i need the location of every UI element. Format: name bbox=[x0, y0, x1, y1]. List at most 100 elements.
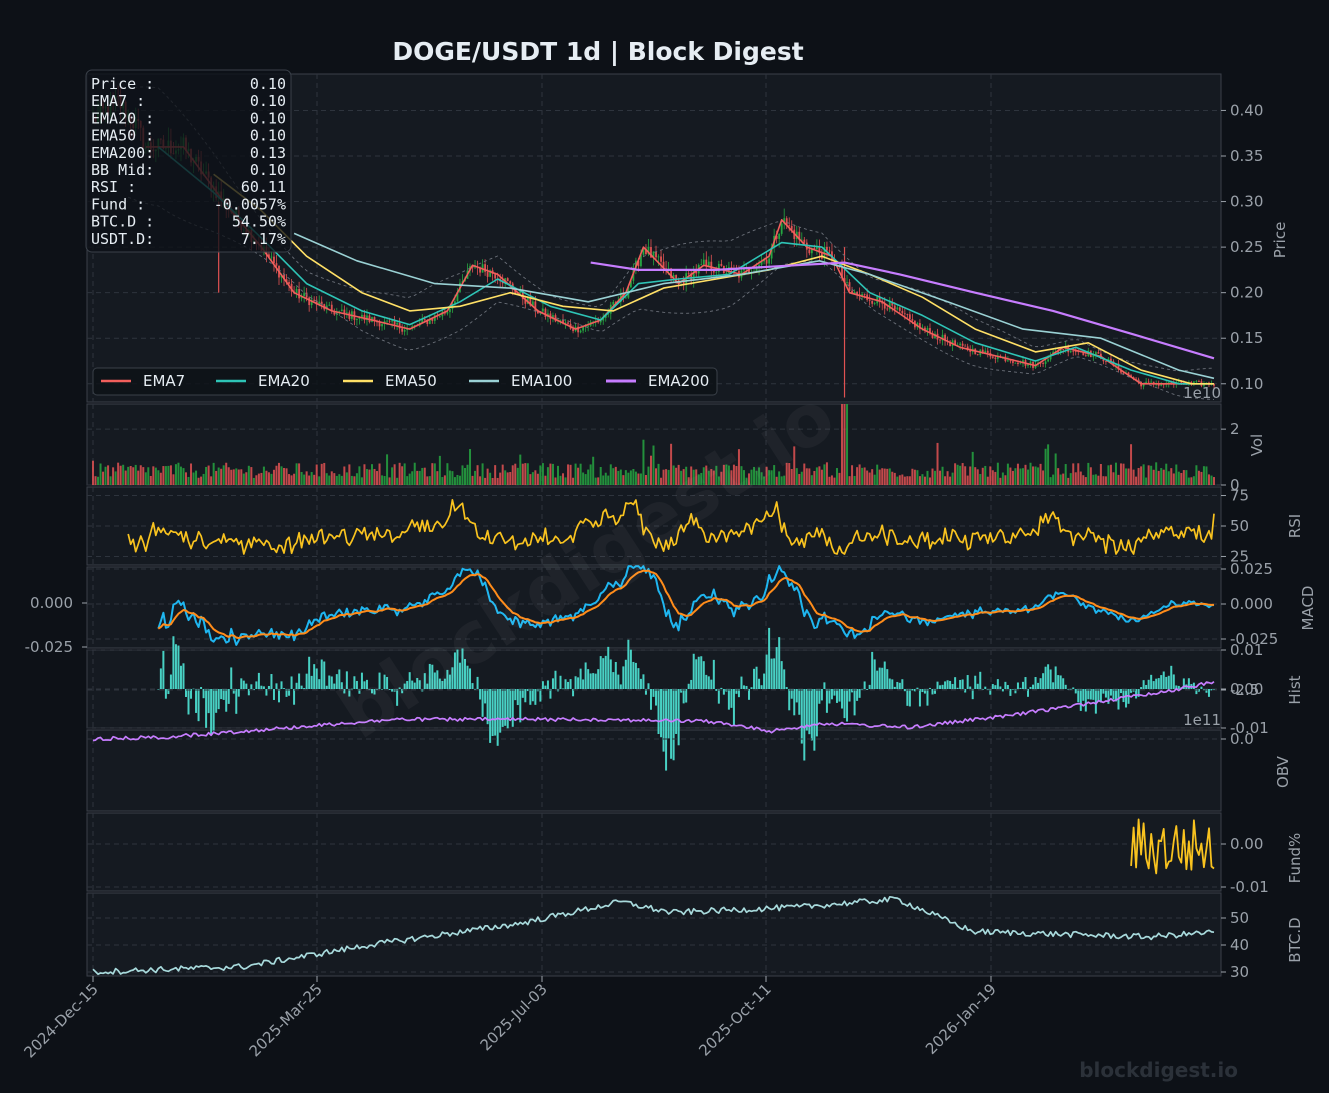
candle-body bbox=[655, 251, 657, 258]
candle-body bbox=[529, 297, 532, 306]
volume-bar bbox=[986, 476, 989, 485]
candle-body bbox=[841, 266, 843, 279]
hist-bar bbox=[265, 689, 268, 696]
candle-body bbox=[640, 254, 642, 267]
candle-body bbox=[290, 283, 293, 292]
vol-ylabel: Vol bbox=[1248, 434, 1266, 456]
candle-body bbox=[1198, 381, 1200, 383]
hist-bar bbox=[707, 676, 710, 689]
vol-ytick-label: 0 bbox=[1230, 476, 1240, 494]
hist-bar bbox=[1084, 689, 1087, 712]
volume-bar bbox=[702, 467, 705, 485]
candle-body bbox=[431, 318, 434, 321]
hist-bar bbox=[614, 661, 617, 689]
volume-bar bbox=[275, 465, 278, 485]
hist-bar bbox=[338, 669, 341, 689]
volume-bar bbox=[851, 465, 854, 485]
hist-bar bbox=[323, 661, 326, 689]
hist-bar bbox=[1157, 678, 1160, 689]
hist-bar bbox=[554, 670, 557, 689]
candle-body bbox=[401, 328, 404, 332]
hist-bar bbox=[262, 686, 265, 689]
hist-bar bbox=[433, 672, 436, 689]
volume-bar bbox=[466, 464, 469, 485]
hist-bar bbox=[888, 678, 891, 689]
info-box bbox=[85, 69, 292, 253]
volume-bar bbox=[1210, 475, 1213, 485]
hist-bar bbox=[1059, 675, 1062, 689]
volume-bar bbox=[308, 475, 311, 485]
hist-bar bbox=[1150, 674, 1153, 689]
volume-bar bbox=[318, 476, 321, 485]
hist-bar bbox=[969, 686, 972, 689]
volume-bar bbox=[406, 476, 409, 485]
volume-bar bbox=[559, 475, 562, 485]
volume-bar bbox=[245, 472, 248, 485]
volume-bar bbox=[1135, 476, 1138, 485]
candle-body bbox=[1102, 358, 1105, 362]
volume-bar bbox=[408, 473, 411, 485]
volume-bar bbox=[252, 477, 255, 485]
candle-body bbox=[298, 288, 301, 299]
volume-bar bbox=[662, 469, 665, 485]
volume-bar bbox=[197, 477, 200, 485]
candle-body bbox=[1213, 383, 1215, 386]
volume-bar bbox=[526, 463, 529, 485]
hist-bar bbox=[886, 669, 889, 689]
volume-bar bbox=[901, 474, 904, 485]
fund-ytick-label: 0.00 bbox=[1230, 835, 1263, 853]
volume-bar bbox=[903, 476, 906, 485]
candle-body bbox=[579, 330, 582, 333]
hist-bar bbox=[881, 667, 884, 689]
info-value: 60.11 bbox=[241, 178, 286, 196]
hist-bar bbox=[1207, 689, 1210, 697]
hist-bar bbox=[939, 685, 942, 689]
volume-bar bbox=[222, 465, 225, 485]
volume-bar bbox=[798, 473, 801, 485]
candle-body bbox=[785, 218, 788, 226]
volume-bar bbox=[647, 466, 650, 485]
candle-body bbox=[893, 305, 896, 310]
candle-body bbox=[506, 278, 509, 282]
hist-bar bbox=[514, 689, 517, 701]
hist-bar bbox=[617, 674, 620, 689]
candle-body bbox=[1142, 383, 1145, 387]
price-ylabel: Price bbox=[1271, 222, 1289, 259]
hist-bar bbox=[466, 665, 469, 689]
volume-bar bbox=[283, 467, 286, 485]
candle-body bbox=[926, 328, 929, 331]
volume-bar bbox=[697, 474, 700, 485]
volume-bar bbox=[401, 466, 404, 485]
volume-bar bbox=[873, 474, 876, 485]
legend-label-ema100: EMA100 bbox=[511, 372, 572, 390]
volume-bar bbox=[1177, 471, 1180, 485]
candle-body bbox=[682, 281, 685, 285]
volume-bar bbox=[1009, 467, 1012, 485]
volume-bar bbox=[569, 464, 572, 485]
hist-bar bbox=[702, 661, 705, 689]
candle-body bbox=[335, 311, 338, 315]
volume-bar bbox=[783, 475, 786, 485]
candle-body bbox=[426, 320, 429, 325]
volume-bar bbox=[1034, 466, 1037, 485]
volume-bar bbox=[928, 477, 931, 485]
volume-bar bbox=[358, 466, 361, 485]
volume-bar bbox=[1014, 468, 1017, 485]
hist-bar bbox=[1104, 689, 1107, 698]
volume-bar bbox=[808, 468, 811, 485]
hist-bar bbox=[373, 689, 376, 695]
volume-bar bbox=[521, 463, 524, 485]
volume-bar bbox=[446, 463, 449, 485]
volume-bar bbox=[313, 474, 316, 485]
volume-bar bbox=[260, 472, 263, 485]
volume-bar bbox=[1195, 465, 1198, 485]
hist-bar bbox=[1039, 678, 1042, 689]
volume-bar bbox=[765, 466, 768, 485]
candle-body bbox=[1105, 361, 1107, 363]
hist-bar bbox=[370, 689, 373, 694]
hist-bar bbox=[715, 689, 718, 691]
hist-bar bbox=[418, 680, 421, 689]
volume-bar bbox=[398, 462, 401, 485]
volume-bar bbox=[519, 454, 522, 485]
volume-bar bbox=[838, 472, 841, 485]
